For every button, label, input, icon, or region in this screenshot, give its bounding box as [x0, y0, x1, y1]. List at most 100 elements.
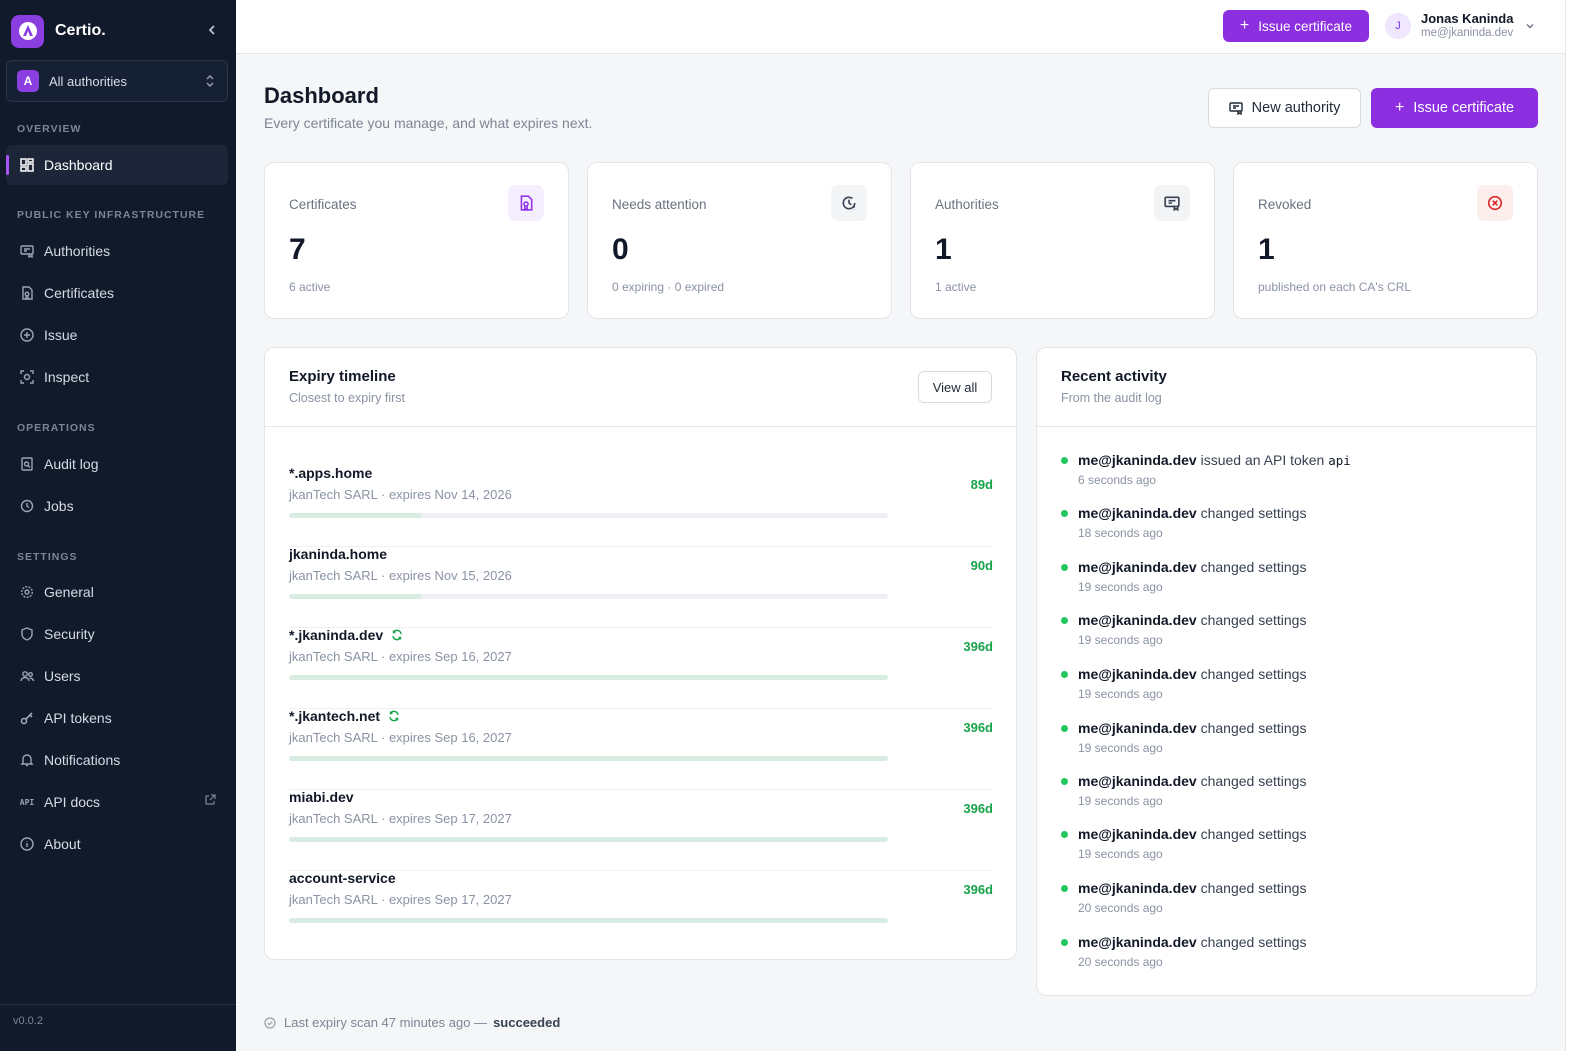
sidebar-item-label: About: [44, 836, 81, 852]
activity-user: me@jkaninda.dev: [1078, 880, 1197, 896]
collapse-sidebar-button[interactable]: [204, 22, 220, 38]
cert-name: *.apps.home: [289, 465, 373, 481]
sidebar-item-dashboard[interactable]: Dashboard: [6, 145, 228, 185]
expiry-row[interactable]: *.jkantech.net jkanTech SARL · expires S…: [289, 708, 993, 790]
sidebar-item-jobs[interactable]: Jobs: [6, 486, 228, 526]
panel-title: Expiry timeline: [289, 368, 396, 385]
activity-item: me@jkaninda.dev changed settings 19 seco…: [1061, 773, 1531, 819]
activity-item: me@jkaninda.dev changed settings 20 seco…: [1061, 880, 1531, 926]
view-all-button[interactable]: View all: [918, 371, 992, 403]
plus-circle-icon: [19, 327, 35, 343]
activity-item: me@jkaninda.dev issued an API token api …: [1061, 452, 1531, 498]
days-remaining: 396d: [963, 720, 993, 735]
sidebar-item-label: Audit log: [44, 456, 99, 472]
activity-action: changed settings: [1200, 934, 1307, 950]
panel-subtitle: From the audit log: [1061, 391, 1162, 405]
section-operations: OPERATIONS: [17, 422, 96, 434]
users-icon: [19, 668, 35, 684]
sidebar-item-certificates[interactable]: Certificates: [6, 273, 228, 313]
clock-alert-icon: [831, 185, 867, 221]
activity-action: changed settings: [1200, 720, 1307, 736]
stat-card-needs-attention[interactable]: Needs attention 0 0 expiring · 0 expired: [587, 162, 892, 319]
auto-renew-icon: [388, 710, 400, 722]
topbar-issue-certificate-button[interactable]: + Issue certificate: [1223, 10, 1369, 42]
brand[interactable]: Certio.: [11, 14, 106, 48]
sidebar-item-label: General: [44, 584, 94, 600]
certificate-icon: [508, 185, 544, 221]
expiry-progress-bar: [289, 513, 888, 518]
dashboard-icon: [19, 157, 35, 173]
expiry-row[interactable]: account-service jkanTech SARL · expires …: [289, 870, 993, 952]
stat-sub: 0 expiring · 0 expired: [612, 280, 725, 294]
sidebar-item-authorities[interactable]: Authorities: [6, 231, 228, 271]
clock-icon: [19, 498, 35, 514]
status-dot: [1061, 725, 1068, 732]
activity-user: me@jkaninda.dev: [1078, 826, 1197, 842]
sidebar-item-inspect[interactable]: Inspect: [6, 357, 228, 397]
activity-action: issued an API token: [1200, 452, 1325, 468]
activity-user: me@jkaninda.dev: [1078, 773, 1197, 789]
stat-sub: 6 active: [289, 280, 331, 294]
status-dot: [1061, 885, 1068, 892]
status-dot: [1061, 564, 1068, 571]
cert-name: *.jkantech.net: [289, 708, 381, 724]
sidebar-item-general[interactable]: General: [6, 572, 228, 612]
stat-label: Needs attention: [612, 197, 707, 212]
key-icon: [19, 710, 35, 726]
sidebar-item-notifications[interactable]: Notifications: [6, 740, 228, 780]
days-remaining: 90d: [970, 558, 993, 573]
cert-name: account-service: [289, 870, 396, 886]
sidebar-item-label: Users: [44, 668, 81, 684]
activity-time: 19 seconds ago: [1078, 794, 1163, 808]
activity-action: changed settings: [1200, 612, 1307, 628]
sidebar-item-issue[interactable]: Issue: [6, 315, 228, 355]
cert-name: *.jkaninda.dev: [289, 627, 384, 643]
sidebar-item-about[interactable]: About: [6, 824, 228, 864]
stat-card-authorities[interactable]: Authorities 1 1 active: [910, 162, 1215, 319]
sidebar-item-api-tokens[interactable]: API tokens: [6, 698, 228, 738]
activity-user: me@jkaninda.dev: [1078, 666, 1197, 682]
plus-icon: +: [1394, 99, 1405, 116]
stat-card-certificates[interactable]: Certificates 7 6 active: [264, 162, 569, 319]
topbar: + Issue certificate J Jonas Kaninda me@j…: [236, 0, 1565, 54]
stat-value: 7: [289, 233, 306, 266]
days-remaining: 396d: [963, 639, 993, 654]
activity-action: changed settings: [1200, 826, 1307, 842]
expiry-row[interactable]: *.apps.home jkanTech SARL · expires Nov …: [289, 465, 993, 547]
activity-user: me@jkaninda.dev: [1078, 720, 1197, 736]
bell-icon: [19, 752, 35, 768]
issue-certificate-button[interactable]: + Issue certificate: [1371, 88, 1538, 128]
expiry-row[interactable]: miabi.dev jkanTech SARL · expires Sep 17…: [289, 789, 993, 871]
stat-card-revoked[interactable]: Revoked 1 published on each CA's CRL: [1233, 162, 1538, 319]
button-label: New authority: [1251, 100, 1341, 116]
sidebar-item-label: API docs: [44, 794, 101, 810]
activity-time: 19 seconds ago: [1078, 633, 1163, 647]
page-title: Dashboard: [264, 83, 379, 108]
expiry-timeline-panel: Expiry timeline Closest to expiry first …: [264, 347, 1017, 960]
cert-meta: jkanTech SARL · expires Sep 16, 2027: [289, 730, 512, 745]
sidebar-item-api-docs[interactable]: API API docs: [6, 782, 228, 822]
status-dot: [1061, 939, 1068, 946]
sidebar-item-label: API tokens: [44, 710, 112, 726]
gear-icon: [19, 584, 35, 600]
activity-time: 19 seconds ago: [1078, 687, 1163, 701]
authority-selector[interactable]: A All authorities: [6, 60, 228, 102]
status-dot: [1061, 671, 1068, 678]
panel-subtitle: Closest to expiry first: [289, 391, 406, 405]
plus-icon: +: [1239, 17, 1250, 34]
days-remaining: 396d: [963, 882, 993, 897]
new-authority-button[interactable]: New authority: [1208, 88, 1361, 128]
page-scrollbar[interactable]: [1565, 0, 1577, 1051]
user-menu[interactable]: J Jonas Kaninda me@jkaninda.dev: [1385, 9, 1535, 43]
sidebar-item-label: Security: [44, 626, 95, 642]
info-icon: [19, 836, 35, 852]
expiry-progress-bar: [289, 756, 888, 761]
sidebar-item-users[interactable]: Users: [6, 656, 228, 696]
sidebar-item-security[interactable]: Security: [6, 614, 228, 654]
expiry-row[interactable]: jkaninda.home jkanTech SARL · expires No…: [289, 546, 993, 628]
section-overview: OVERVIEW: [17, 123, 82, 135]
sidebar-item-audit-log[interactable]: Audit log: [6, 444, 228, 484]
activity-user: me@jkaninda.dev: [1078, 452, 1197, 468]
activity-time: 6 seconds ago: [1078, 473, 1157, 487]
expiry-row[interactable]: *.jkaninda.dev jkanTech SARL · expires S…: [289, 627, 993, 709]
